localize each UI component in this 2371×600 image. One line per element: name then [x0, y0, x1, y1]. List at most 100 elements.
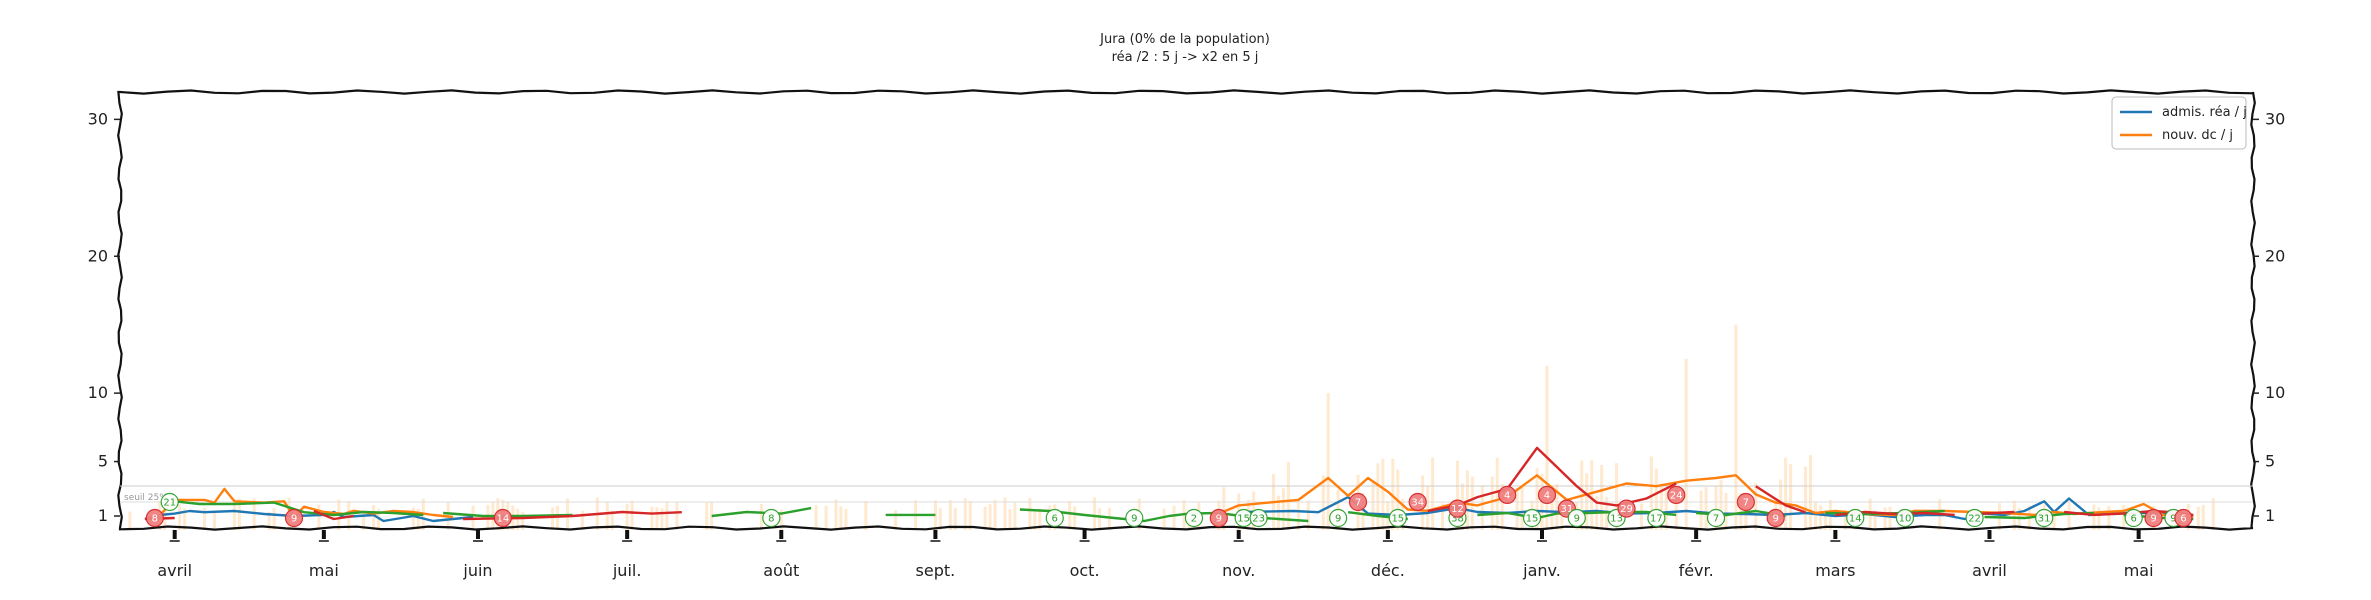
- annotation-label: 4: [1544, 490, 1550, 501]
- annotation-circle: [2124, 508, 2143, 528]
- daily-bar: [1818, 505, 1822, 530]
- daily-bar: [1073, 506, 1077, 530]
- daily-bar: [267, 511, 271, 530]
- daily-bar: [1823, 511, 1827, 530]
- annotation-label: 6: [1052, 514, 1058, 525]
- annotation-bubble: 12: [1448, 499, 1467, 518]
- daily-bar: [1391, 458, 1395, 530]
- x-tick-mark: [625, 530, 630, 539]
- annotation-bubble: 9: [1209, 508, 1228, 528]
- annotation-label: 21: [163, 498, 176, 509]
- x-tick-mark: [475, 530, 480, 539]
- annotation-circle: [1348, 492, 1368, 512]
- daily-bar: [963, 498, 967, 530]
- daily-bar: [128, 511, 132, 530]
- annotation-circle: [145, 508, 164, 528]
- daily-bar: [1873, 510, 1877, 530]
- daily-bar: [660, 508, 664, 530]
- x-tick-label: mai: [309, 561, 339, 580]
- x-tick-mark: [1694, 530, 1699, 539]
- daily-bar: [1068, 501, 1072, 530]
- daily-bar: [948, 500, 952, 530]
- annotation-bubble: 9: [284, 508, 304, 528]
- annotation-label: 31: [1560, 504, 1573, 515]
- annotation-bubble: 15: [1388, 508, 1407, 528]
- series-line-0: [144, 509, 474, 523]
- legend-label-deces: nouv. dc / j: [2162, 128, 2233, 143]
- annotation-label: 6: [2180, 514, 2186, 525]
- annotation-label: 9: [2170, 514, 2176, 525]
- daily-bar: [655, 507, 659, 530]
- annotation-bubble: 31: [2035, 508, 2054, 528]
- daily-bar: [1172, 505, 1176, 530]
- daily-bar: [933, 500, 937, 530]
- x-tick-label: nov.: [1222, 561, 1255, 580]
- annotation-bubble: 34: [1408, 492, 1427, 512]
- annotation-circle: [1667, 485, 1686, 505]
- daily-bar: [844, 509, 848, 530]
- x-tick-mark: [1082, 530, 1087, 539]
- annotation-circle: [1045, 508, 1064, 528]
- annotation-bubble: 7: [1706, 508, 1726, 528]
- annotation-circle: [1647, 508, 1666, 528]
- annotation-circle: [1522, 508, 1542, 528]
- threshold-note: seuil 25%: [124, 493, 168, 503]
- daily-bar: [1664, 489, 1668, 530]
- annotation-circle: [160, 492, 179, 512]
- daily-bar: [1600, 464, 1604, 530]
- x-tick-mark: [321, 530, 326, 539]
- daily-bar: [272, 507, 276, 530]
- daily-bar: [2092, 504, 2096, 530]
- x-tick-label: oct.: [1070, 561, 1100, 580]
- daily-bar: [705, 502, 709, 530]
- annotation-bubble: 23: [1249, 508, 1268, 528]
- series-line-3: [463, 510, 682, 521]
- annotation-circle: [1895, 508, 1915, 528]
- daily-bar: [1704, 487, 1708, 530]
- annotation-label: 4: [1504, 490, 1510, 501]
- daily-bar: [938, 508, 942, 530]
- daily-bar: [1361, 492, 1365, 530]
- daily-bar: [1376, 463, 1380, 530]
- daily-bar: [665, 501, 669, 530]
- daily-bar: [232, 499, 236, 530]
- daily-bar: [1470, 476, 1474, 530]
- annotation-bubble: 10: [1895, 508, 1915, 528]
- annotation-circle: [1125, 508, 1144, 528]
- y-tick-label-left: 30: [88, 109, 108, 128]
- daily-bar: [993, 499, 997, 530]
- daily-bar: [1162, 508, 1166, 530]
- annotation-bubble: 7: [1736, 492, 1755, 512]
- daily-bar: [1520, 487, 1524, 530]
- x-tick-label: déc.: [1371, 561, 1405, 580]
- annotation-label: 8: [152, 514, 158, 525]
- daily-bar: [1008, 509, 1012, 530]
- daily-bar: [203, 507, 207, 530]
- x-tick-mark: [1540, 530, 1544, 539]
- daily-bar: [1734, 324, 1738, 530]
- daily-bar: [864, 501, 868, 530]
- x-tick-label: avril: [1972, 561, 2007, 580]
- annotation-label: 9: [1216, 514, 1222, 525]
- daily-bar: [839, 506, 843, 530]
- daily-bar: [1033, 511, 1037, 530]
- annotation-bubble: 4: [1537, 485, 1557, 505]
- daily-bar: [1639, 503, 1643, 530]
- daily-bar: [779, 509, 783, 530]
- daily-bar: [183, 508, 187, 530]
- x-tick-label: janv.: [1522, 561, 1561, 580]
- annotation-label: 9: [1131, 514, 1137, 525]
- daily-bar: [1535, 467, 1539, 530]
- annotation-label: 2: [1191, 514, 1197, 525]
- annotation-bubble: 15: [1522, 508, 1542, 528]
- daily-bar: [2107, 506, 2111, 530]
- annotation-circle: [284, 508, 304, 528]
- series-line-3: [313, 509, 354, 521]
- daily-bar: [1441, 503, 1445, 530]
- daily-bar: [1545, 365, 1549, 530]
- annotation-bubble: 17: [1647, 508, 1666, 528]
- annotation-circle: [762, 508, 781, 528]
- daily-bar: [1724, 493, 1728, 530]
- annotation-bubble: 9: [1125, 508, 1144, 528]
